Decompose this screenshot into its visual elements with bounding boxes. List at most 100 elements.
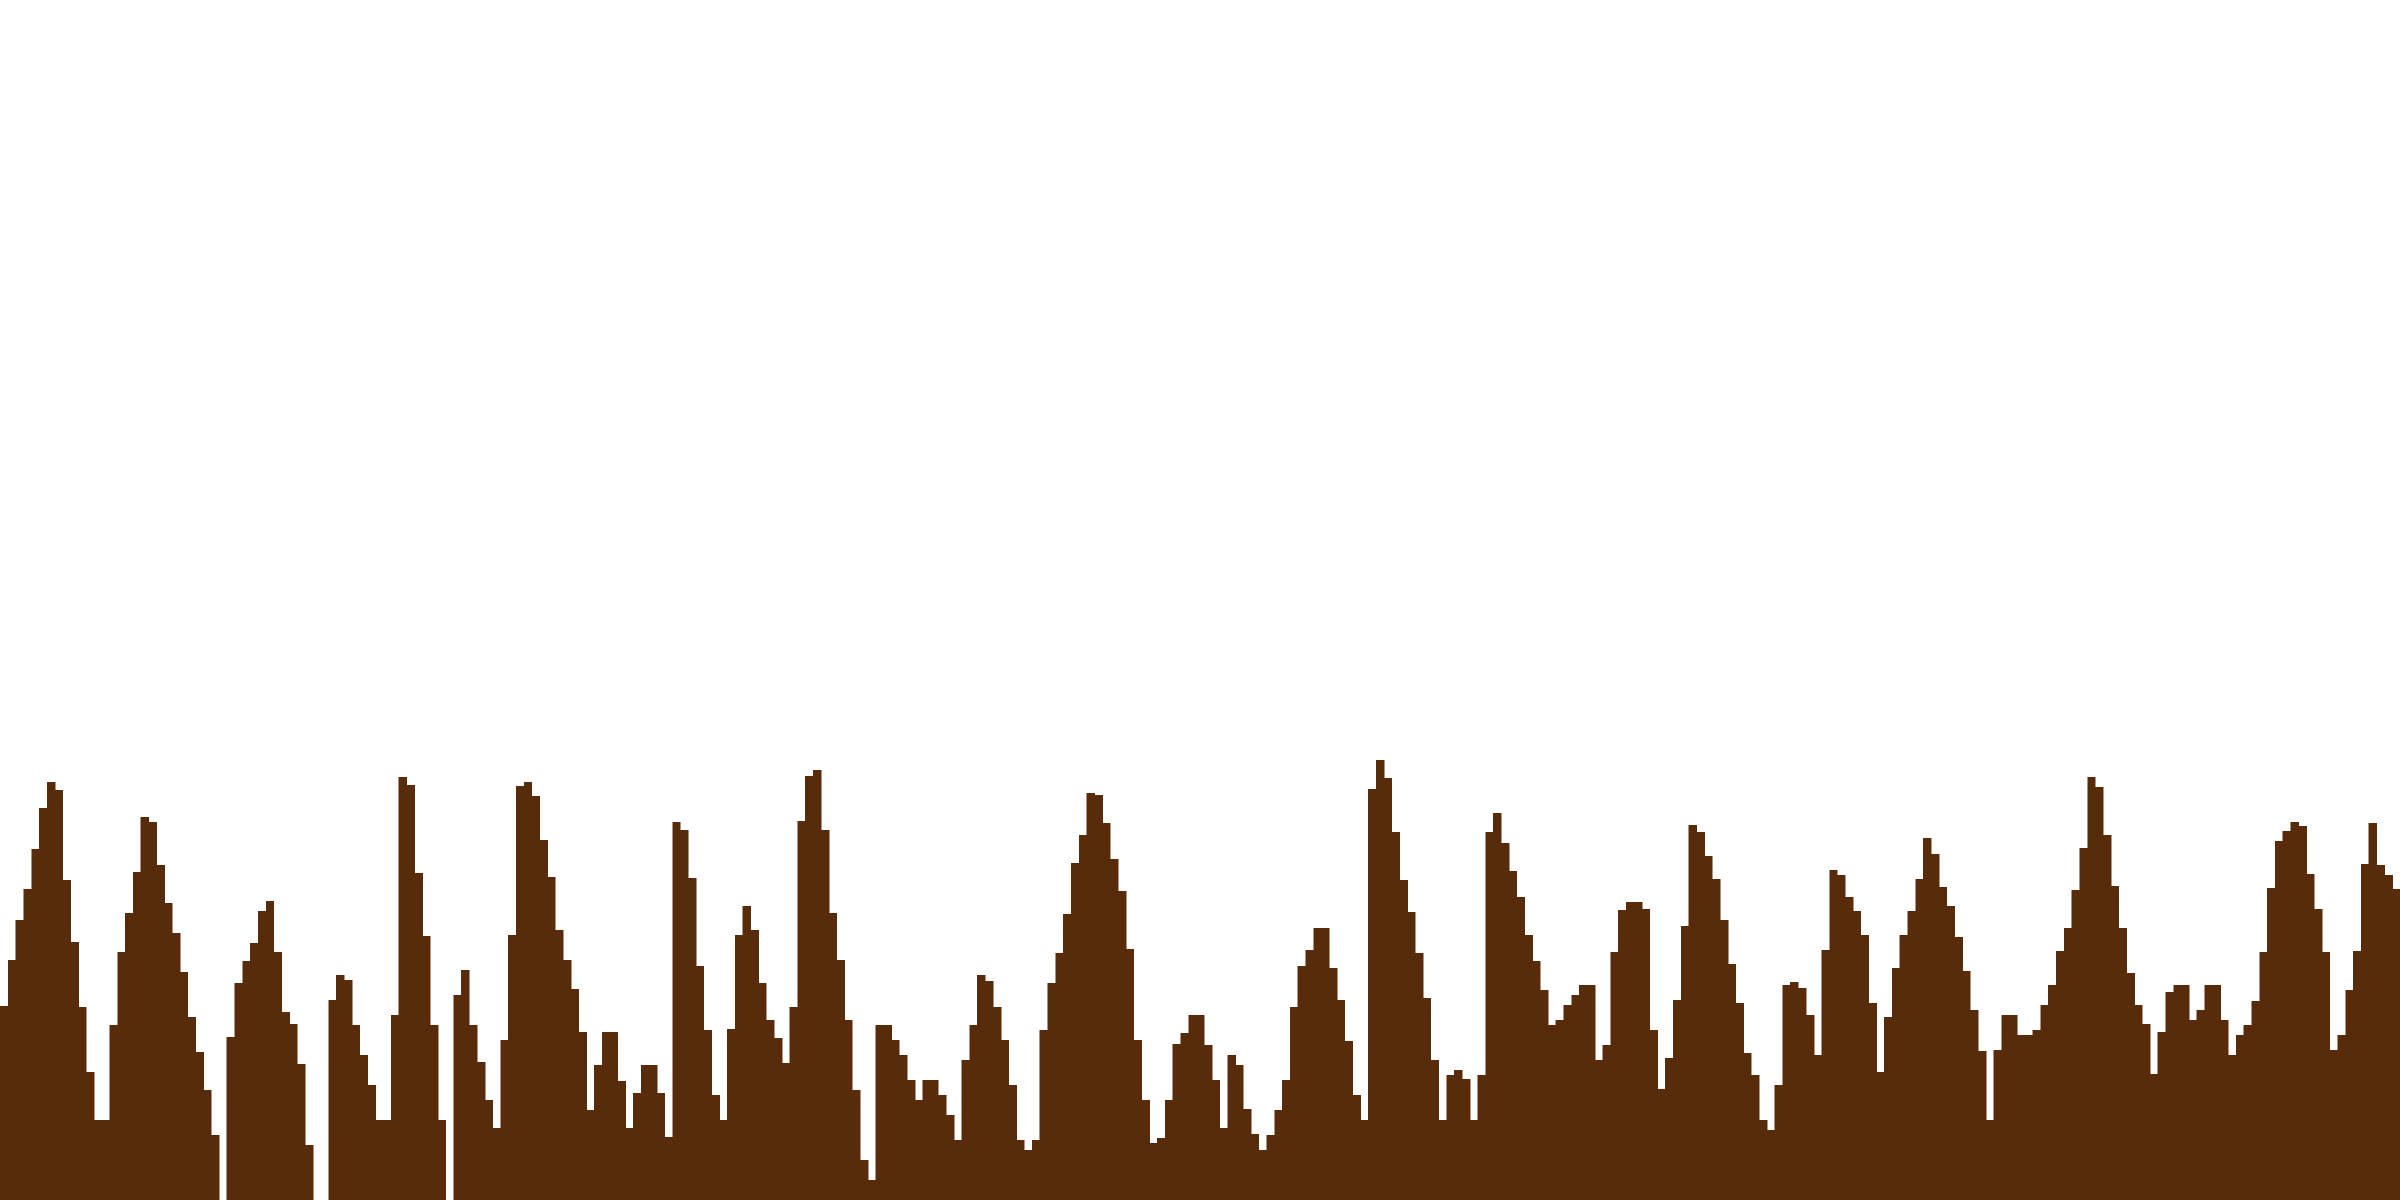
- bar: [609, 1032, 619, 1200]
- bar: [2306, 874, 2315, 1200]
- bar: [31, 849, 40, 1200]
- bar: [179, 972, 189, 1200]
- bar: [906, 1080, 916, 1200]
- bar: [1219, 1128, 1228, 1200]
- bar: [2157, 1032, 2167, 1200]
- bar: [398, 777, 408, 1200]
- bar: [234, 983, 243, 1200]
- bar: [461, 970, 470, 1200]
- bar: [1391, 832, 1400, 1200]
- bar: [2063, 928, 2073, 1200]
- bar: [1665, 1058, 1674, 1200]
- bar: [93, 1120, 103, 1200]
- bar: [1508, 871, 1518, 1200]
- bar: [2267, 888, 2276, 1200]
- bar: [594, 1065, 603, 1200]
- bar: [1368, 789, 1377, 1200]
- bar: [859, 1160, 869, 1200]
- bar: [664, 1137, 673, 1200]
- bar: [1133, 1040, 1142, 1200]
- bar: [1751, 1075, 1760, 1200]
- bar: [1071, 863, 1080, 1200]
- bar: [23, 889, 32, 1200]
- bar: [1321, 928, 1330, 1200]
- bar: [773, 1038, 783, 1200]
- bar: [687, 878, 697, 1200]
- bar: [492, 1128, 501, 1200]
- bar: [2384, 875, 2393, 1200]
- bar: [539, 840, 548, 1200]
- bar: [1680, 926, 1690, 1200]
- bar: [719, 1120, 728, 1200]
- bar: [562, 960, 572, 1200]
- bar: [656, 1093, 666, 1200]
- bar: [1336, 1000, 1346, 1200]
- bar: [304, 1145, 314, 1200]
- bar: [742, 906, 752, 1200]
- bar: [2102, 835, 2112, 1200]
- bar: [1454, 1070, 1463, 1200]
- bar: [171, 933, 181, 1200]
- bar: [586, 1110, 595, 1200]
- bar: [1633, 902, 1643, 1200]
- bar: [1618, 910, 1627, 1200]
- bar: [1868, 1003, 1877, 1200]
- bar: [383, 1120, 392, 1200]
- bar: [2024, 1035, 2034, 1200]
- bar: [680, 830, 689, 1200]
- bar: [2009, 1015, 2018, 1200]
- bar: [1461, 1079, 1471, 1200]
- bar: [148, 822, 157, 1200]
- bar: [1813, 1055, 1823, 1200]
- bar: [922, 1080, 931, 1200]
- bar: [390, 1015, 400, 1200]
- bar: [1203, 1045, 1213, 1200]
- bar: [336, 975, 345, 1200]
- bar: [1516, 897, 1526, 1200]
- bar: [1039, 1030, 1049, 1200]
- bar: [2290, 822, 2299, 1200]
- bar: [1907, 911, 1916, 1200]
- bar: [985, 981, 994, 1200]
- bar: [2001, 1015, 2010, 1200]
- bar: [195, 1052, 204, 1200]
- bar: [265, 901, 275, 1200]
- bar: [899, 1055, 908, 1200]
- bar: [164, 903, 173, 1200]
- bar: [101, 1120, 111, 1200]
- bar: [2110, 886, 2120, 1200]
- bar: [375, 1120, 384, 1200]
- bar: [62, 880, 71, 1200]
- bar: [1117, 891, 1127, 1200]
- bar: [2235, 1035, 2245, 1200]
- bar: [758, 983, 767, 1200]
- bar: [2087, 777, 2096, 1200]
- bar: [1938, 887, 1948, 1200]
- bar: [1571, 995, 1580, 1200]
- bar: [1477, 1075, 1486, 1200]
- bar: [633, 1093, 642, 1200]
- bar: [789, 1007, 798, 1200]
- bar: [2274, 841, 2284, 1200]
- bar: [2360, 864, 2370, 1200]
- bar: [1876, 1072, 1885, 1200]
- bar: [1547, 1025, 1557, 1200]
- bar: [1157, 1138, 1166, 1200]
- bar: [1688, 825, 1698, 1200]
- bar: [281, 1012, 290, 1200]
- bar: [1063, 914, 1072, 1200]
- bar: [515, 786, 525, 1200]
- bar: [351, 1025, 361, 1200]
- bar: [453, 995, 462, 1200]
- bar: [78, 1007, 87, 1200]
- bar: [2142, 1024, 2151, 1200]
- bar: [1993, 1050, 2002, 1200]
- bar: [508, 935, 517, 1200]
- bar: [844, 1020, 853, 1200]
- bar: [367, 1085, 376, 1200]
- bar: [1649, 1030, 1658, 1200]
- bar: [570, 989, 580, 1200]
- bar: [1469, 1120, 1479, 1200]
